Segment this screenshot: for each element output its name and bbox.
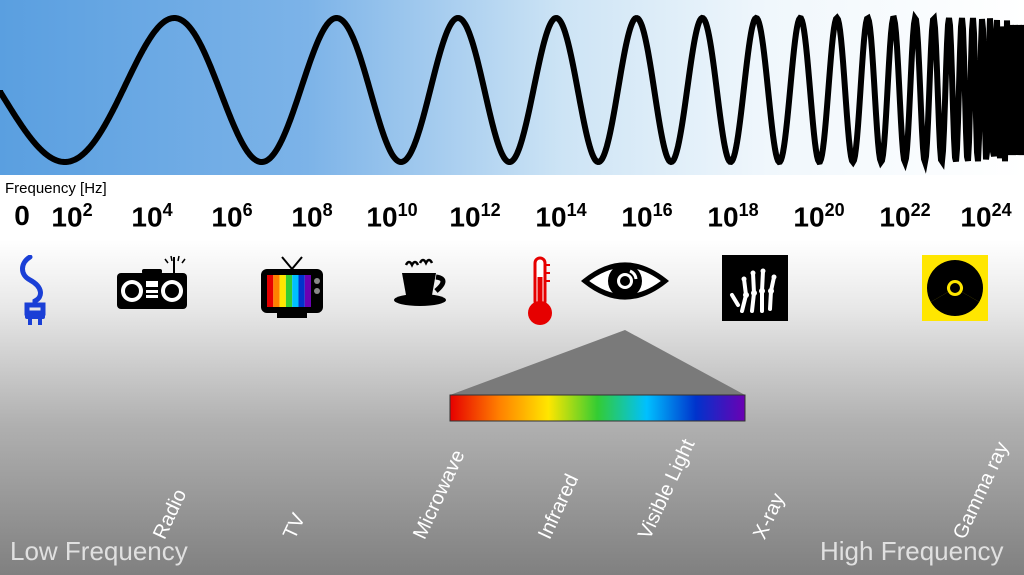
band-label-infrared: Infrared: [534, 471, 584, 543]
band-label-visible-light: Visible Light: [634, 436, 700, 543]
band-label-x-ray: X-ray: [749, 490, 790, 543]
low-frequency-label: Low Frequency: [10, 536, 188, 567]
band-label-microwave: Microwave: [409, 447, 470, 543]
band-labels-row: Radio TV Microwave Infrared Visible Light X-r…: [0, 430, 1024, 550]
band-label-tv: TV: [279, 510, 311, 543]
band-label-gamma-ray: Gamma ray: [949, 439, 1014, 543]
high-frequency-label: High Frequency: [820, 536, 1004, 567]
band-label-radio: Radio: [149, 486, 192, 543]
visible-spectrum-expansion: [0, 0, 1024, 430]
